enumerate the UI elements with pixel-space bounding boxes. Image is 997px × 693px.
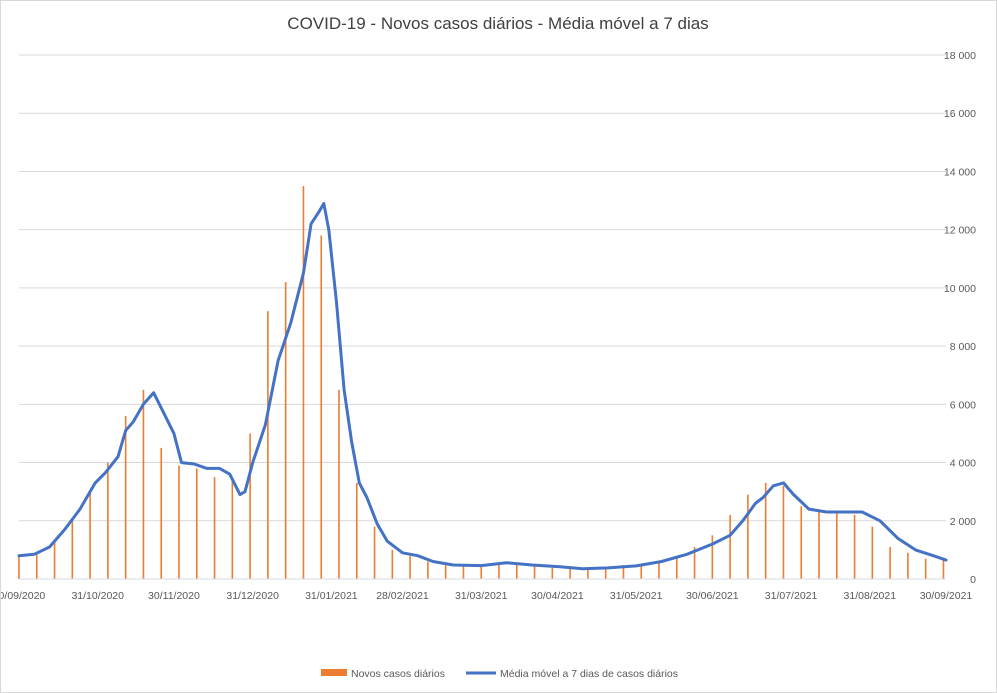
bar [107, 462, 109, 579]
bar [462, 565, 465, 579]
bar [53, 541, 56, 579]
bar [391, 549, 394, 579]
y-tick-label: 8 000 [950, 341, 976, 353]
y-tick-label: 16 000 [944, 108, 976, 120]
bar [835, 512, 838, 579]
bar [924, 558, 927, 579]
bar [338, 389, 340, 579]
x-tick-label: 30/09/2020 [1, 590, 45, 602]
y-axis: 0 2 000 4 000 6 000 8 000 10 000 12 000 14 000 1… [944, 50, 976, 586]
bar [142, 389, 145, 579]
bar [942, 560, 945, 579]
y-tick-label: 6 000 [950, 399, 976, 411]
bar [71, 517, 74, 579]
x-tick-label: 31/10/2020 [71, 590, 124, 602]
x-tick-label: 30/11/2020 [148, 590, 200, 602]
legend: Novos casos diários Média móvel a 7 dias… [321, 668, 678, 680]
bar [284, 282, 287, 579]
bar [231, 480, 234, 579]
chart-title: COVID-19 - Novos casos diários - Média m… [287, 14, 708, 33]
bar [302, 186, 305, 579]
x-tick-label: 30/04/2021 [531, 590, 584, 602]
bar [320, 235, 323, 579]
bar [551, 567, 554, 579]
bar [711, 535, 714, 579]
bar [480, 564, 483, 579]
bar [195, 468, 198, 579]
bar [693, 546, 696, 579]
x-axis: 30/09/2020 31/10/2020 30/11/2020 31/12/2020… [1, 578, 973, 602]
bar [604, 566, 607, 579]
bar [569, 567, 571, 579]
bar [444, 564, 447, 579]
line-series [17, 202, 948, 571]
y-tick-label: 2 000 [950, 516, 976, 528]
bar [782, 485, 785, 579]
x-tick-label: 31/05/2021 [610, 590, 663, 602]
bar [267, 311, 269, 579]
bar [89, 491, 91, 579]
y-tick-label: 14 000 [944, 166, 976, 178]
bar [515, 565, 518, 579]
bar [498, 564, 500, 579]
legend-swatch-bars [321, 669, 347, 676]
bar [124, 415, 127, 579]
bar [160, 448, 163, 579]
bar [178, 465, 180, 579]
y-tick-label: 0 [970, 574, 976, 586]
y-tick-label: 10 000 [944, 283, 976, 295]
x-tick-label: 31/12/2020 [226, 590, 279, 602]
bar [249, 433, 251, 579]
x-tick-label: 31/01/2021 [305, 590, 358, 602]
x-tick-label: 28/02/2021 [376, 590, 429, 602]
bar [675, 558, 678, 579]
bar [658, 562, 660, 579]
y-tick-label: 12 000 [944, 225, 976, 237]
bar [587, 567, 589, 579]
bar [853, 514, 856, 579]
bar [640, 563, 643, 579]
y-tick-label: 18 000 [944, 50, 976, 62]
bar-series [18, 186, 945, 579]
legend-label-line: Média móvel a 7 dias de casos diários [500, 668, 678, 680]
y-tick-label: 4 000 [950, 458, 976, 470]
bar [729, 514, 731, 579]
x-tick-label: 31/08/2021 [844, 590, 897, 602]
bar [764, 482, 767, 579]
bar [409, 555, 411, 579]
bar [800, 506, 803, 579]
bar [18, 555, 20, 579]
bar [871, 526, 874, 579]
bar [373, 526, 376, 579]
x-tick-label: 30/09/2021 [920, 590, 973, 602]
bar [427, 561, 429, 579]
bar [818, 512, 820, 579]
bar [889, 546, 891, 579]
x-tick-label: 30/06/2021 [686, 590, 739, 602]
bar [622, 565, 625, 579]
gridlines [19, 54, 946, 580]
x-tick-label: 31/07/2021 [765, 590, 818, 602]
legend-label-bars: Novos casos diários [351, 668, 445, 680]
moving-average-line [17, 202, 948, 571]
bar [213, 477, 216, 579]
bar [533, 565, 536, 579]
bar [355, 482, 358, 579]
bar [747, 494, 749, 579]
x-tick-label: 31/03/2021 [455, 590, 508, 602]
bar [907, 552, 909, 579]
bar [35, 552, 38, 579]
